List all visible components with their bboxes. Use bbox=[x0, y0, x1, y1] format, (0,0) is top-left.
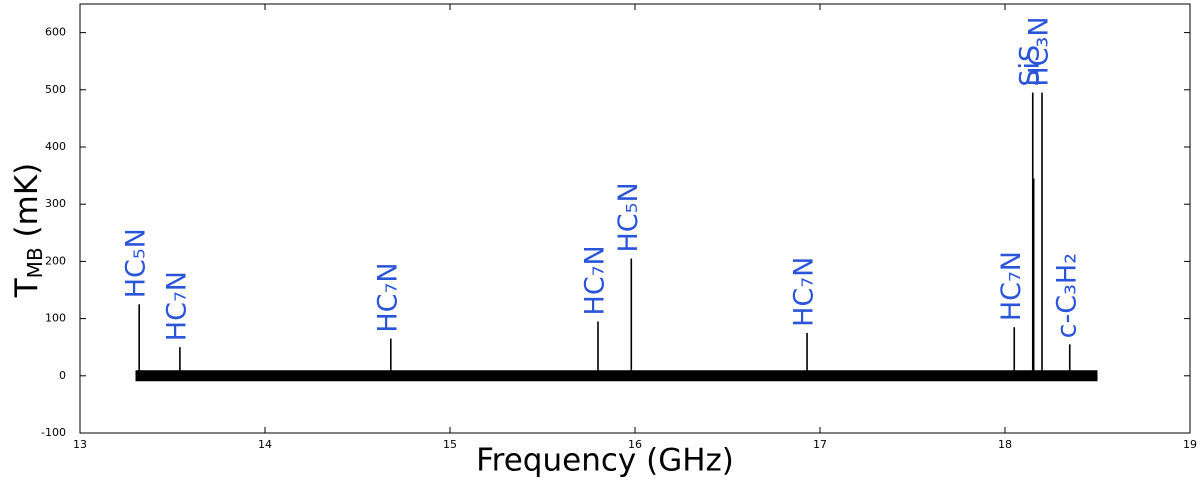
y-label-main: T bbox=[9, 277, 45, 298]
y-label-rest: (mK) bbox=[9, 163, 45, 248]
peak-label: SiS bbox=[1014, 45, 1045, 87]
y-tick-label: -100 bbox=[41, 426, 66, 439]
y-tick-label: 0 bbox=[59, 369, 66, 382]
peak-label: c-C₃H₂ bbox=[1051, 253, 1082, 338]
x-tick-label: 18 bbox=[998, 438, 1012, 451]
x-tick-label: 15 bbox=[443, 438, 457, 451]
y-tick-label: 400 bbox=[45, 140, 66, 153]
x-tick-label: 13 bbox=[73, 438, 87, 451]
peak-label: HC₃N bbox=[1024, 16, 1055, 86]
peak-label: HC₅N bbox=[613, 182, 644, 252]
y-tick-label: 500 bbox=[45, 83, 66, 96]
peak-label: HC₇N bbox=[580, 245, 611, 315]
peak-label: HC₇N bbox=[789, 257, 820, 327]
y-axis-label: TMB (mK) bbox=[9, 163, 47, 299]
x-tick-label: 17 bbox=[813, 438, 827, 451]
y-tick-label: 300 bbox=[45, 197, 66, 210]
x-tick-label: 16 bbox=[628, 438, 642, 451]
peak-label: HC₅N bbox=[121, 228, 152, 298]
x-axis-label: Frequency (GHz) bbox=[476, 443, 734, 479]
y-label-sub: MB bbox=[23, 247, 47, 278]
y-tick-label: 600 bbox=[45, 26, 66, 39]
peak-label: HC₇N bbox=[996, 251, 1027, 321]
x-tick-label: 19 bbox=[1183, 438, 1197, 451]
peak-label: HC₇N bbox=[161, 271, 192, 341]
peak-label: HC₇N bbox=[372, 262, 403, 332]
x-tick-label: 14 bbox=[258, 438, 272, 451]
y-tick-label: 100 bbox=[45, 312, 66, 325]
y-tick-label: 200 bbox=[45, 254, 66, 267]
